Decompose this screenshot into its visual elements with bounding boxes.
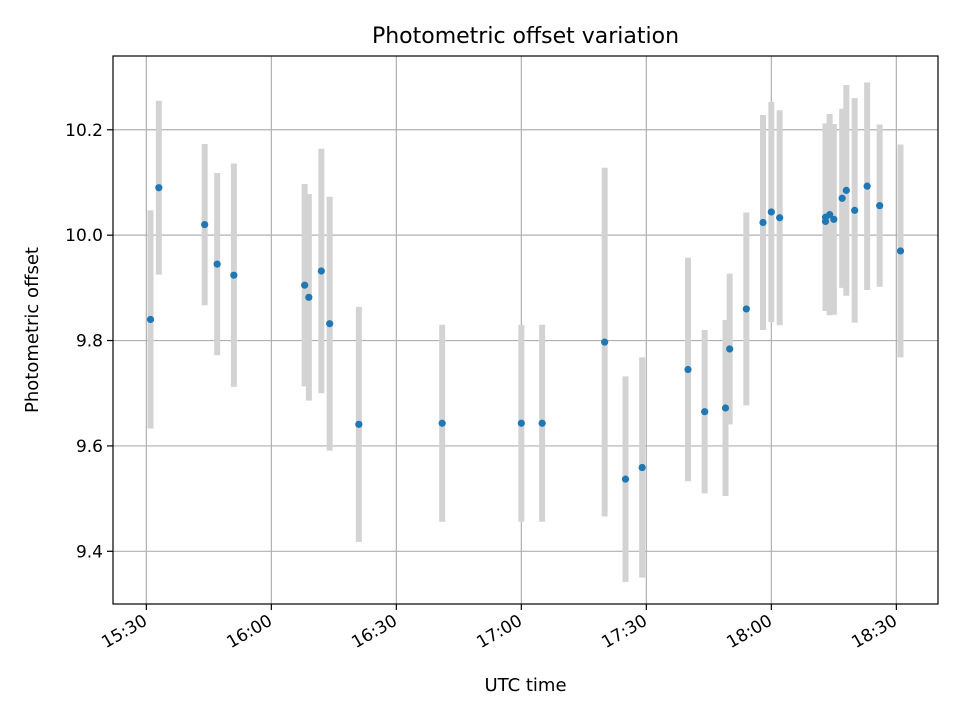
data-point	[201, 221, 209, 229]
data-point	[213, 260, 221, 268]
error-bars	[147, 82, 904, 582]
plot-frame	[112, 55, 939, 605]
y-tick-label: 9.4	[76, 542, 103, 562]
data-point	[701, 408, 709, 416]
data-point	[438, 419, 446, 427]
data-point	[838, 194, 846, 202]
data-point	[155, 184, 163, 192]
x-axis-label: UTC time	[484, 675, 566, 696]
data-point	[301, 281, 309, 289]
data-point	[826, 211, 834, 219]
data-point	[759, 218, 767, 227]
data-point	[830, 215, 838, 223]
y-axis-label: Photometric offset	[22, 247, 43, 413]
x-tick-label: 18:30	[848, 611, 900, 653]
axis-ticks: 15:30 16:00 16:30 17:00 17:30 18:00 18:30 9.4 9.…	[65, 121, 901, 653]
data-point	[317, 267, 325, 275]
x-tick-label: 15:30	[98, 611, 150, 653]
data-point	[638, 463, 646, 472]
y-tick-label: 9.8	[76, 332, 103, 352]
x-tick-label: 18:00	[723, 611, 775, 653]
data-points	[146, 182, 905, 483]
data-point	[863, 182, 871, 190]
data-point	[876, 202, 884, 210]
data-point	[896, 247, 905, 255]
data-point	[842, 186, 850, 194]
chart-title: Photometric offset variation	[372, 24, 679, 49]
data-point	[230, 271, 238, 279]
data-point	[742, 305, 750, 313]
x-tick-label: 17:00	[473, 611, 525, 653]
data-point	[538, 419, 546, 427]
data-point	[851, 206, 859, 214]
x-tick-label: 17:30	[598, 611, 650, 653]
data-point	[355, 420, 363, 428]
data-point	[601, 338, 609, 346]
y-tick-label: 10.2	[65, 121, 103, 141]
data-point	[821, 217, 830, 226]
data-point	[621, 475, 630, 483]
x-tick-label: 16:30	[348, 611, 400, 653]
data-point	[326, 320, 334, 328]
data-point	[767, 208, 775, 216]
data-point	[305, 293, 313, 301]
x-tick-label: 16:00	[223, 611, 275, 653]
data-point	[517, 419, 525, 427]
data-point	[721, 404, 730, 412]
data-point	[146, 315, 155, 324]
y-tick-label: 9.6	[76, 437, 103, 457]
data-point	[684, 365, 692, 374]
data-point	[776, 214, 784, 222]
y-tick-label: 10.0	[65, 226, 103, 246]
data-point	[726, 345, 734, 353]
